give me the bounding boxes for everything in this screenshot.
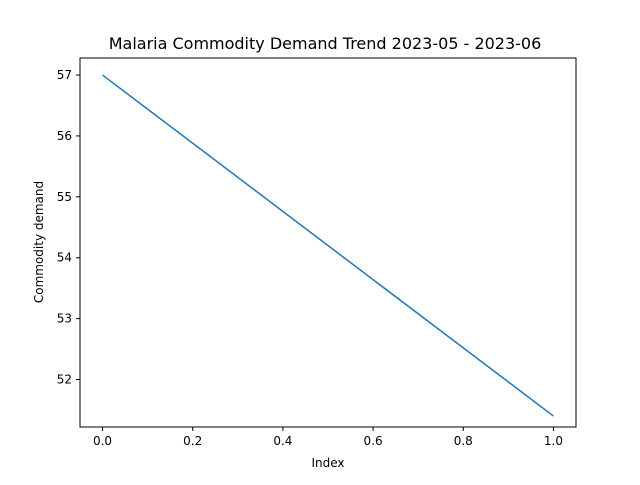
axes-frame [79, 57, 577, 428]
x-tick-label: 0.8 [454, 434, 473, 448]
plot-area [102, 74, 554, 417]
x-tick-label: 1.0 [544, 434, 563, 448]
chart-title: Malaria Commodity Demand Trend 2023-05 -… [109, 34, 542, 53]
y-tick-label: 52 [57, 373, 72, 387]
y-tick-label: 55 [57, 190, 72, 204]
y-tick-label: 53 [57, 312, 72, 326]
series-line-0 [102, 74, 554, 417]
x-tick-label: 0.0 [93, 434, 112, 448]
x-tick-label: 0.6 [364, 434, 383, 448]
y-tick-label: 56 [57, 129, 72, 143]
y-tick-label: 54 [57, 251, 72, 265]
x-tick-label: 0.4 [273, 434, 292, 448]
x-tick-label: 0.2 [183, 434, 202, 448]
y-tick-label: 57 [57, 68, 72, 82]
y-axis-label: Commodity demand [32, 181, 46, 303]
x-axis-label: Index [311, 456, 344, 470]
